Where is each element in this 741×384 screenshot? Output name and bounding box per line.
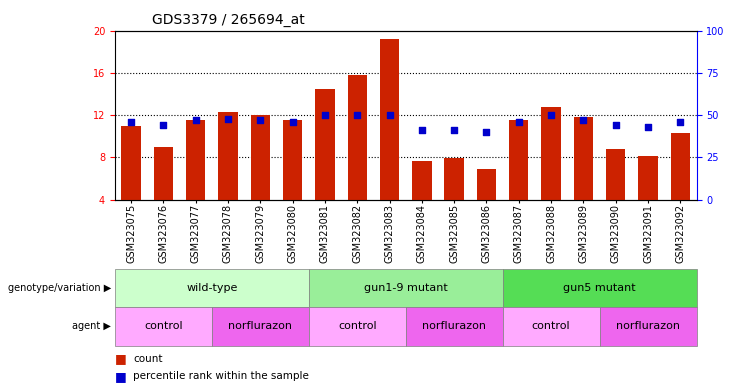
Bar xyxy=(502,307,599,346)
Bar xyxy=(309,307,406,346)
Bar xyxy=(283,121,302,200)
Text: control: control xyxy=(338,321,376,331)
Point xyxy=(351,112,363,118)
Point xyxy=(545,112,557,118)
Text: norflurazon: norflurazon xyxy=(228,321,292,331)
Text: ■: ■ xyxy=(115,370,127,383)
Bar xyxy=(574,117,593,200)
Point xyxy=(416,127,428,134)
Bar xyxy=(599,307,697,346)
Bar xyxy=(476,169,496,200)
Text: ■: ■ xyxy=(115,353,127,366)
Point xyxy=(125,119,137,125)
Bar xyxy=(406,307,502,346)
Text: count: count xyxy=(133,354,163,364)
Bar xyxy=(219,112,238,200)
Bar xyxy=(445,159,464,200)
Point xyxy=(157,122,169,128)
Bar xyxy=(502,269,697,307)
Bar xyxy=(212,307,309,346)
Bar xyxy=(186,121,205,200)
Point xyxy=(384,112,396,118)
Text: gun1-9 mutant: gun1-9 mutant xyxy=(364,283,448,293)
Point xyxy=(674,119,686,125)
Bar xyxy=(115,307,212,346)
Point xyxy=(448,127,460,134)
Text: control: control xyxy=(532,321,571,331)
Bar xyxy=(309,269,502,307)
Point xyxy=(319,112,330,118)
Bar xyxy=(250,115,270,200)
Bar xyxy=(412,161,431,200)
Bar xyxy=(671,133,690,200)
Point xyxy=(254,117,266,123)
Point xyxy=(222,116,234,122)
Text: agent ▶: agent ▶ xyxy=(73,321,111,331)
Bar xyxy=(380,39,399,200)
Bar xyxy=(509,121,528,200)
Text: control: control xyxy=(144,321,182,331)
Bar xyxy=(542,107,561,200)
Bar xyxy=(638,156,658,200)
Text: norflurazon: norflurazon xyxy=(616,321,680,331)
Text: genotype/variation ▶: genotype/variation ▶ xyxy=(8,283,111,293)
Point xyxy=(513,119,525,125)
Point xyxy=(610,122,622,128)
Bar xyxy=(348,75,367,200)
Text: norflurazon: norflurazon xyxy=(422,321,486,331)
Bar xyxy=(315,89,335,200)
Point xyxy=(481,129,493,135)
Bar xyxy=(122,126,141,200)
Bar xyxy=(153,147,173,200)
Bar xyxy=(606,149,625,200)
Text: gun5 mutant: gun5 mutant xyxy=(563,283,636,293)
Point xyxy=(287,119,299,125)
Bar xyxy=(115,269,309,307)
Point xyxy=(642,124,654,130)
Text: percentile rank within the sample: percentile rank within the sample xyxy=(133,371,309,381)
Point xyxy=(190,117,202,123)
Point xyxy=(577,117,589,123)
Text: wild-type: wild-type xyxy=(186,283,237,293)
Text: GDS3379 / 265694_at: GDS3379 / 265694_at xyxy=(152,13,305,27)
